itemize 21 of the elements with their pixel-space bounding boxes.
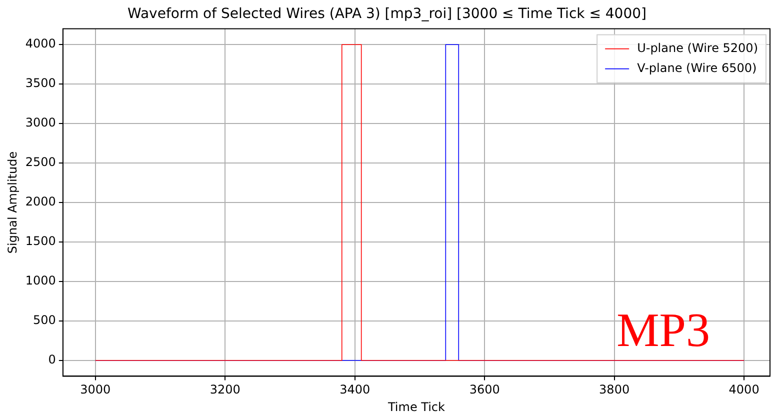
x-tick-label: 4000 xyxy=(728,382,760,397)
y-tick-label: 4000 xyxy=(25,36,56,51)
x-tick-label: 3600 xyxy=(469,382,500,397)
annotation: MP3 xyxy=(616,304,710,358)
x-tick-label: 3200 xyxy=(210,382,240,397)
y-tick-label: 3500 xyxy=(25,76,56,90)
y-tick-label: 0 xyxy=(48,352,56,367)
y-tick-label: 1500 xyxy=(25,234,56,248)
x-tick-label: 3400 xyxy=(340,382,370,397)
legend-label: U-plane (Wire 5200) xyxy=(637,40,758,55)
chart-title: Waveform of Selected Wires (APA 3) [mp3_roi] [3000 ≤ Time Tick ≤ 4000] xyxy=(128,6,646,22)
x-tick-label: 3800 xyxy=(599,382,630,397)
y-axis-title: Signal Amplitude xyxy=(5,151,20,254)
y-tick-label: 2500 xyxy=(25,155,56,170)
legend-label: V-plane (Wire 6500) xyxy=(637,60,757,75)
y-tick-label: 3000 xyxy=(25,116,56,130)
y-tick-label: 500 xyxy=(33,313,56,328)
x-tick-label: 3000 xyxy=(80,382,111,397)
x-axis-title: Time Tick xyxy=(386,400,446,414)
y-tick-label: 2000 xyxy=(25,194,56,209)
y-tick-label: 1000 xyxy=(25,274,56,288)
